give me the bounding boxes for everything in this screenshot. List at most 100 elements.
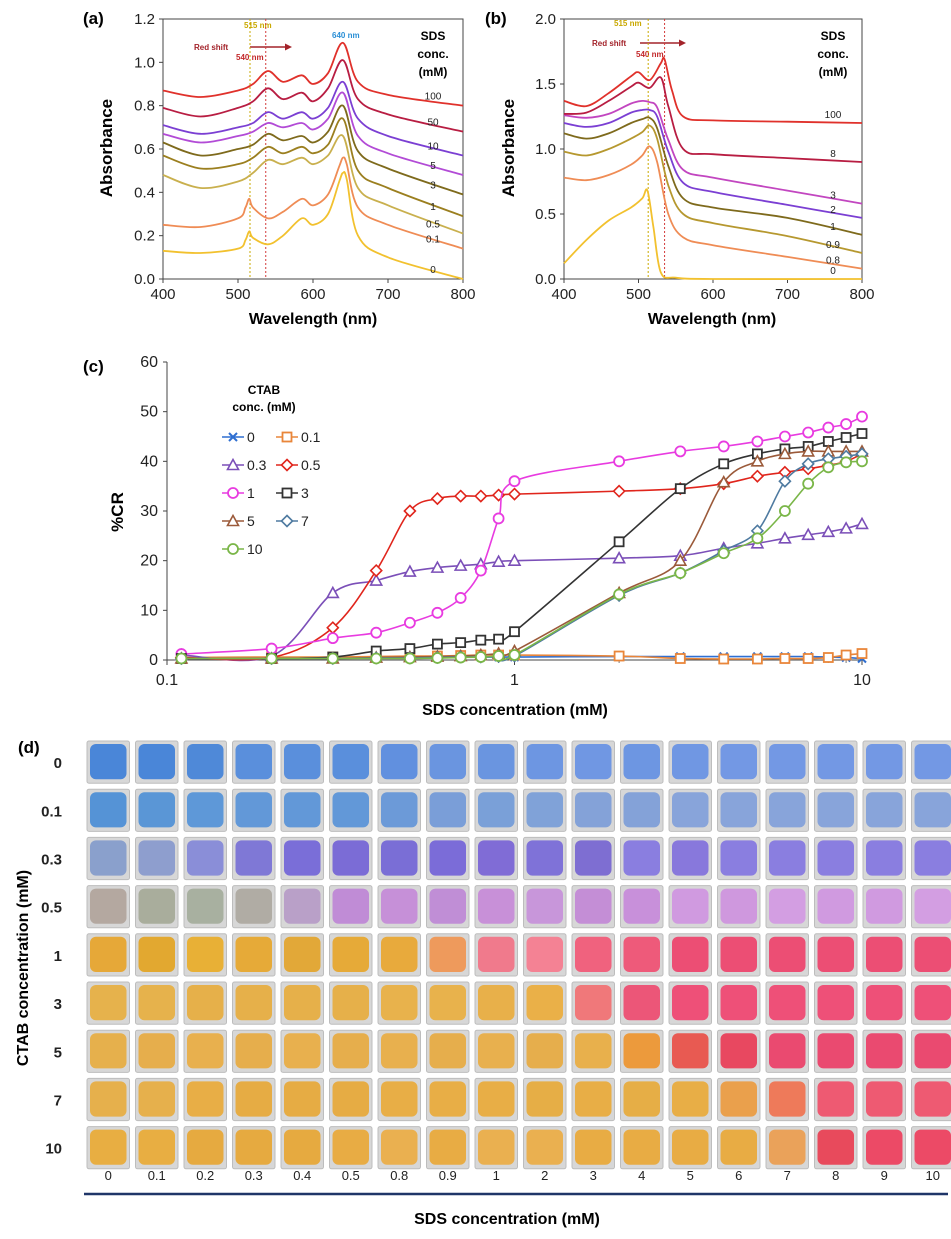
panel-d-col-label: 5 (687, 1168, 694, 1183)
vial-solution (381, 792, 418, 828)
panel-c-point-10 (822, 461, 835, 474)
vial-solution (623, 936, 660, 972)
panel-c-xlabel: SDS concentration (mM) (422, 702, 608, 719)
vial-solution (672, 792, 709, 828)
vial-solution (817, 985, 854, 1021)
vial-solution (526, 840, 563, 876)
panel-c-point-0.3 (507, 553, 522, 566)
panel-d-row-label: 3 (54, 996, 62, 1013)
panel-c-point-1 (802, 426, 815, 439)
panel-a-curve-3 (162, 104, 464, 196)
panel-b-ytick-label: 2.0 (535, 11, 556, 28)
vial-solution (478, 1033, 515, 1069)
panel-c-point-5 (673, 553, 688, 566)
panel-d-col-label: 6 (735, 1168, 742, 1183)
vial-solution (672, 936, 709, 972)
vial-solution (526, 888, 563, 924)
panel-b-curve-2 (563, 108, 863, 219)
panel-c-legend-label: 0 (247, 429, 255, 445)
panel-c-point-10 (370, 652, 383, 665)
vial-solution (187, 1033, 224, 1069)
vial-solution (866, 888, 903, 924)
vial-solution (575, 1033, 612, 1069)
panel-c-legend-label: 5 (247, 513, 255, 529)
vial-solution (90, 840, 127, 876)
panel-b-curve-label: 0.8 (826, 256, 840, 267)
vial-solution (672, 985, 709, 1021)
panel-c-series-line-5 (181, 450, 862, 660)
panel-a-ytick-label: 0.4 (134, 184, 155, 201)
vial-solution (575, 840, 612, 876)
panel-a-legend-title-2: conc. (417, 47, 448, 61)
panel-b-curve-label: 8 (830, 149, 836, 160)
vial-solution (623, 1129, 660, 1165)
panel-c-legend-label: 0.5 (301, 457, 321, 473)
vial-solution (90, 936, 127, 972)
vial-solution (381, 936, 418, 972)
panel-d-col-label: 4 (638, 1168, 645, 1183)
vial-solution (138, 1129, 175, 1165)
vial-solution (817, 1081, 854, 1117)
vial-solution (720, 744, 757, 780)
vial-solution (817, 840, 854, 876)
panel-c-point-10 (431, 652, 444, 664)
vial-solution (720, 888, 757, 924)
vial-solution (90, 1129, 127, 1165)
vial-solution (866, 744, 903, 780)
panel-d-col-label: 9 (881, 1168, 888, 1183)
vial-solution (478, 985, 515, 1021)
panel-c-point-0.3 (839, 521, 853, 534)
vial-solution (769, 744, 806, 780)
panel-c-ylabel: %CR (108, 492, 127, 532)
vial-solution (526, 1081, 563, 1117)
panel-c-legend-marker (280, 458, 294, 472)
panel-b-curve-1 (563, 116, 863, 236)
panel-a-annot-515: 515 nm (244, 21, 272, 30)
vial-solution (720, 1081, 757, 1117)
vial-solution (332, 985, 369, 1021)
vial-solution (381, 1033, 418, 1069)
panel-c-point-0.5 (369, 563, 383, 578)
panel-b-label: (b) (485, 9, 507, 28)
vial-solution (672, 744, 709, 780)
panel-a-curve-10 (162, 80, 464, 157)
panel-c-point-10 (613, 588, 626, 601)
panel-d-row-label: 0 (54, 755, 62, 772)
panel-c-xtick-label: 10 (853, 672, 871, 689)
vial-solution (623, 1033, 660, 1069)
vial-solution (332, 1081, 369, 1117)
panel-c-point-0.1 (718, 653, 730, 665)
panel-c-point-0.1 (613, 650, 625, 662)
panel-a-xtick-label: 400 (150, 286, 175, 303)
panel-d-row-label: 10 (45, 1141, 62, 1158)
panel-c-point-1 (370, 626, 383, 639)
panel-d-row-label: 0.1 (41, 803, 62, 820)
vial-solution (817, 888, 854, 924)
vial-solution (720, 840, 757, 876)
panel-d-col-label: 0.3 (245, 1168, 263, 1183)
vial-solution (817, 792, 854, 828)
panel-c-point-1 (751, 435, 764, 448)
vial-solution (769, 985, 806, 1021)
vial-solution (914, 985, 951, 1021)
panel-d-col-label: 0.2 (196, 1168, 214, 1183)
vial-solution (478, 1129, 515, 1165)
vial-solution (284, 744, 321, 780)
vial-solution (526, 792, 563, 828)
panel-a-ytick-label: 0.6 (134, 141, 155, 158)
vial-solution (332, 936, 369, 972)
vial-solution (284, 985, 321, 1021)
panel-c-point-0.3 (801, 527, 816, 541)
panel-c-point-5 (801, 444, 816, 457)
panel-b-shift-arrowhead (679, 39, 686, 47)
panel-a-ytick-label: 0.2 (134, 228, 155, 245)
vial-solution (575, 744, 612, 780)
vial-solution (866, 1081, 903, 1117)
panel-c-legend-marker (227, 487, 239, 499)
panel-c-point-1 (474, 564, 487, 577)
panel-c-legend-label: 0.3 (247, 457, 267, 473)
panel-c-point-10 (717, 547, 730, 560)
vial-solution (769, 792, 806, 828)
vial-solution (429, 744, 466, 780)
panel-a-ytick-label: 0.8 (134, 98, 155, 115)
